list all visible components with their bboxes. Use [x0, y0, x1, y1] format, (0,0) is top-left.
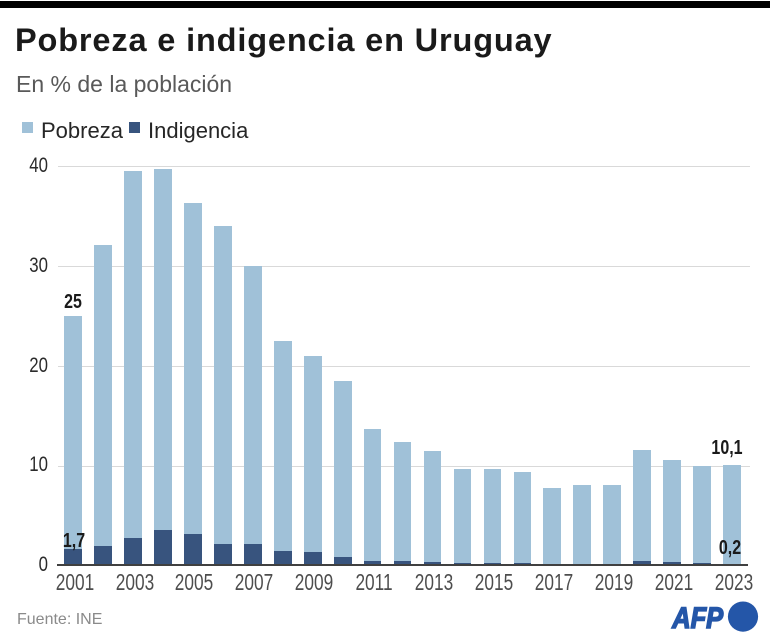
svg-text:AFP: AFP — [671, 601, 723, 634]
